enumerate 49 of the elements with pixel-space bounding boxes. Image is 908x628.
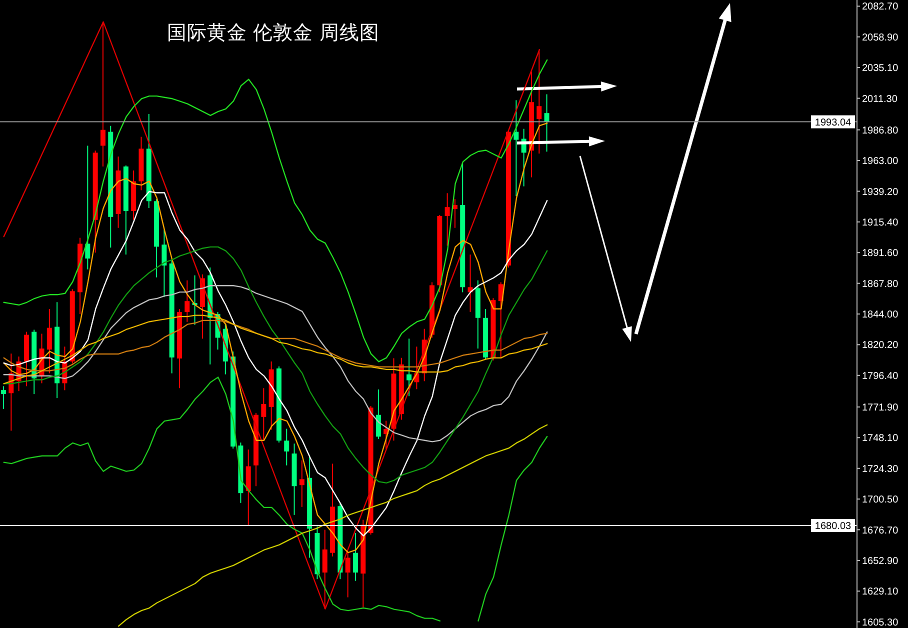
y-tick-label: 1915.40 [862, 217, 899, 228]
y-tick-label: 1724.30 [862, 464, 899, 475]
y-tick-label: 1939.20 [862, 186, 899, 198]
candlestick [162, 229, 167, 298]
candlestick [376, 388, 381, 440]
line-series [3, 246, 548, 484]
y-tick-label: 1796.40 [862, 370, 899, 382]
y-tick-label: 2011.30 [862, 94, 898, 105]
candlestick [322, 529, 328, 610]
candlestick [1, 386, 6, 410]
line-series [3, 122, 548, 554]
y-tick-label: 1652.90 [862, 556, 899, 567]
candlestick [444, 192, 450, 246]
y-tick-label: 1700.50 [862, 494, 899, 506]
line-series [118, 424, 548, 627]
y-tick-label: 1820.20 [862, 340, 899, 352]
y-tick-label: 1963.00 [862, 156, 899, 168]
line-series [3, 285, 548, 442]
line-series [3, 59, 548, 362]
candlestick [261, 388, 266, 440]
candlestick [345, 552, 350, 598]
candlestick [299, 460, 304, 508]
candlestick [536, 49, 542, 154]
y-tick-label: 2058.90 [862, 32, 899, 44]
candlestick [406, 338, 412, 397]
ref-line-label: 1993.04 [814, 117, 852, 128]
y-tick-label: 1844.00 [862, 310, 899, 321]
candlestick [85, 145, 90, 270]
y-tick-label: 1629.10 [862, 586, 899, 598]
candlestick [352, 532, 358, 582]
y-tick-label: 1891.60 [862, 248, 899, 260]
line-series [3, 21, 540, 610]
candlestick [46, 308, 52, 374]
y-tick-label: 1605.30 [862, 617, 899, 628]
candlestick [100, 21, 106, 167]
y-tick-label: 1867.80 [862, 278, 899, 290]
candlestick [284, 428, 290, 466]
y-tick-label: 1748.10 [862, 433, 899, 444]
ref-line-label: 1680.03 [814, 520, 852, 532]
line-series [3, 190, 548, 536]
candlestick [184, 280, 190, 322]
y-tick-label: 2035.10 [862, 63, 899, 74]
y-tick-label: 1676.70 [862, 525, 899, 536]
y-tick-label: 1986.80 [862, 125, 899, 136]
y-tick-label: 1771.90 [862, 402, 899, 414]
candlestick [544, 94, 550, 152]
text: 国际黄金 伦敦金 周线图 [167, 21, 380, 45]
y-tick-label: 2082.70 [862, 2, 899, 13]
candlestick [514, 100, 519, 197]
